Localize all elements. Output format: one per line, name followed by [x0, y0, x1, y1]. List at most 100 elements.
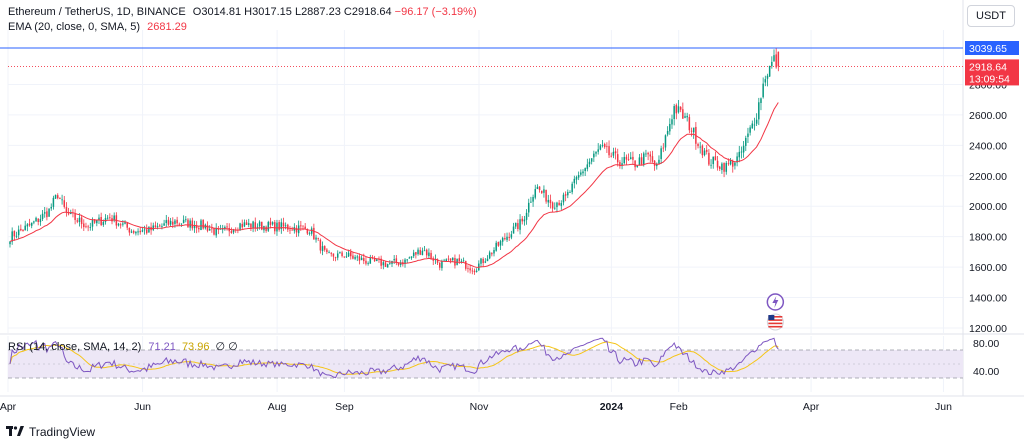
- candle-body: [96, 220, 98, 224]
- candle-body: [180, 223, 183, 225]
- currency-selector[interactable]: USDT: [967, 5, 1015, 27]
- candle-body: [48, 208, 50, 217]
- candle-body: [460, 260, 463, 262]
- ema-legend[interactable]: EMA (20, close, 0, SMA, 5) 2681.29: [8, 21, 187, 33]
- candle-body: [343, 256, 346, 258]
- candle-body: [445, 259, 448, 262]
- candle-body: [408, 257, 411, 259]
- candle-body: [682, 109, 684, 119]
- candle-body: [664, 135, 667, 148]
- candle-body: [384, 262, 387, 267]
- candle-body: [206, 225, 209, 231]
- candle-body: [758, 102, 760, 120]
- candle-body: [310, 228, 313, 234]
- candle-body: [302, 225, 304, 227]
- candle-body: [382, 262, 385, 266]
- candle-body: [308, 232, 311, 234]
- candle-body: [616, 154, 619, 163]
- candle-body: [176, 219, 178, 224]
- candle-body: [328, 252, 330, 254]
- high-price-badge-text: 3039.65: [969, 43, 1007, 55]
- candle-body: [710, 164, 712, 166]
- candle-body: [261, 221, 263, 230]
- us-flag-stripe: [768, 316, 783, 318]
- candle-body: [612, 151, 615, 156]
- candle-body: [547, 199, 550, 203]
- candle-body: [59, 197, 61, 199]
- candle-body: [428, 252, 430, 257]
- candle-body: [317, 238, 319, 240]
- candle-body: [289, 229, 291, 231]
- candle-body: [274, 222, 276, 232]
- candle-body: [319, 239, 322, 251]
- candle-body: [269, 221, 272, 225]
- candle-body: [41, 213, 44, 219]
- candle-body: [458, 258, 461, 262]
- candle-body: [35, 217, 37, 222]
- candle-body: [282, 222, 285, 227]
- candle-body: [195, 225, 198, 229]
- tradingview-brand[interactable]: TradingView: [6, 424, 95, 439]
- candle-body: [28, 223, 31, 226]
- candle-body: [588, 161, 591, 165]
- candle-body: [723, 162, 725, 172]
- candle-body: [692, 127, 695, 133]
- candle-body: [304, 226, 306, 229]
- candle-body: [284, 225, 287, 227]
- candle-body: [336, 253, 339, 258]
- candle-body: [345, 256, 348, 258]
- candle-body: [421, 250, 424, 256]
- candle-body: [634, 160, 636, 168]
- rsi-line: [9, 337, 779, 379]
- candle-body: [541, 190, 543, 193]
- candle-body: [562, 194, 565, 203]
- lightning-event-icon: [766, 293, 785, 311]
- candle-body: [200, 220, 202, 231]
- candle-body: [106, 217, 109, 219]
- candle-body: [488, 252, 491, 259]
- symbol-title[interactable]: Ethereum / TetherUS, 1D, BINANCE: [8, 6, 186, 18]
- candle-body: [406, 259, 408, 261]
- candle-body: [313, 227, 315, 240]
- change-value: −96.17 (−3.19%): [394, 6, 477, 18]
- candle-body: [669, 123, 671, 132]
- candle-body: [113, 215, 115, 221]
- candle-body: [219, 228, 222, 230]
- candle-body: [523, 219, 526, 222]
- candle-body: [732, 161, 734, 167]
- candle-body: [543, 189, 545, 193]
- candle-body: [534, 189, 537, 198]
- price-tick-label: 2000.00: [969, 201, 1007, 213]
- candle-body: [109, 217, 111, 219]
- candle-body: [745, 137, 747, 146]
- candle-body: [339, 251, 341, 253]
- candle-body: [13, 230, 16, 237]
- candle-body: [619, 162, 621, 167]
- high-label: H: [244, 6, 253, 18]
- candle-body: [677, 106, 680, 113]
- candle-body: [760, 98, 762, 103]
- candle-body: [662, 147, 665, 149]
- candle-body: [660, 148, 662, 159]
- candle-body: [525, 212, 528, 220]
- candle-body: [447, 258, 450, 260]
- candle-body: [245, 222, 248, 225]
- candle-body: [714, 156, 717, 161]
- candle-body: [182, 219, 185, 224]
- candle-body: [638, 157, 641, 165]
- candle-body: [256, 226, 259, 228]
- candle-body: [276, 222, 278, 232]
- candle-body: [586, 164, 589, 169]
- candle-body: [688, 117, 691, 131]
- candle-body: [37, 218, 39, 222]
- rsi-legend[interactable]: RSI (14, close, SMA, 14, 2) 71.21 73.96 …: [8, 340, 238, 353]
- candle-body: [647, 152, 649, 155]
- candle-body: [536, 186, 539, 189]
- candle-body: [154, 225, 157, 227]
- candle-body: [742, 145, 745, 153]
- candle-body: [768, 65, 771, 77]
- countdown-badge-text: 13:09:54: [969, 73, 1010, 85]
- candle-body: [762, 83, 764, 98]
